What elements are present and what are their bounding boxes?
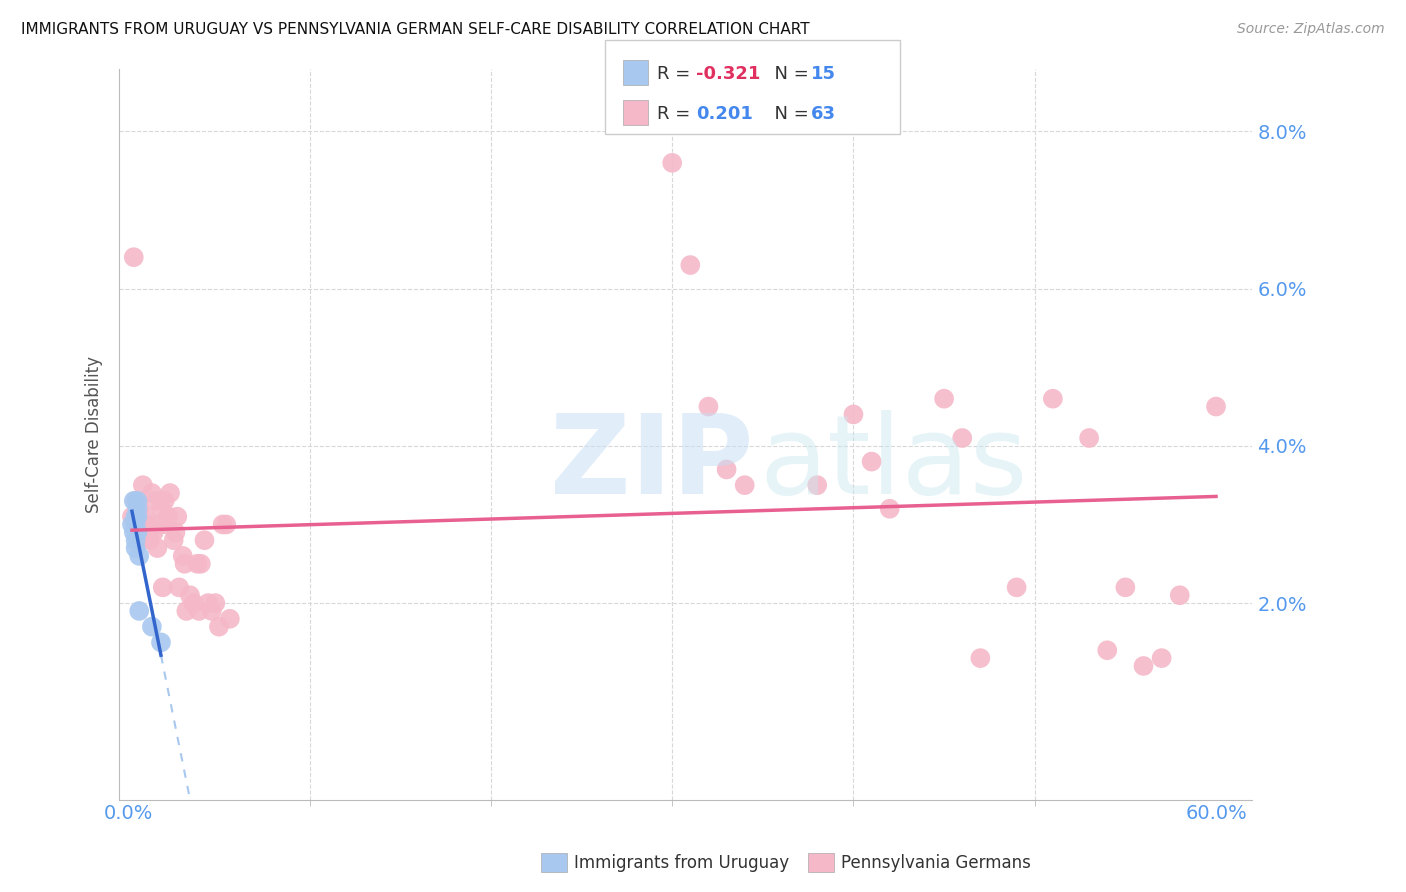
Point — [135, 525, 157, 540]
Point — [124, 509, 146, 524]
Point — [679, 258, 702, 272]
Point — [173, 557, 195, 571]
Point — [190, 557, 212, 571]
Point — [806, 478, 828, 492]
Point — [860, 454, 883, 468]
Point — [186, 557, 208, 571]
Point — [950, 431, 973, 445]
Point — [155, 517, 177, 532]
Text: 63: 63 — [811, 105, 837, 123]
Point — [149, 635, 172, 649]
Point — [127, 525, 149, 540]
Point — [218, 612, 240, 626]
Point — [1042, 392, 1064, 406]
Point — [128, 501, 150, 516]
Point — [124, 517, 146, 532]
Point — [201, 604, 224, 618]
Point — [152, 580, 174, 594]
Point — [159, 486, 181, 500]
Point — [969, 651, 991, 665]
Point — [179, 588, 201, 602]
Point — [166, 509, 188, 524]
Text: IMMIGRANTS FROM URUGUAY VS PENNSYLVANIA GERMAN SELF-CARE DISABILITY CORRELATION : IMMIGRANTS FROM URUGUAY VS PENNSYLVANIA … — [21, 22, 810, 37]
Point — [211, 517, 233, 532]
Point — [157, 509, 180, 524]
Point — [1005, 580, 1028, 594]
Point — [208, 620, 231, 634]
Point — [141, 486, 163, 500]
Point — [124, 494, 146, 508]
Point — [122, 250, 145, 264]
Point — [1097, 643, 1119, 657]
Point — [661, 156, 683, 170]
Point — [153, 494, 176, 508]
Y-axis label: Self-Care Disability: Self-Care Disability — [86, 356, 103, 513]
Text: R =: R = — [657, 65, 696, 83]
Text: Source: ZipAtlas.com: Source: ZipAtlas.com — [1237, 22, 1385, 37]
Point — [842, 408, 865, 422]
Point — [134, 509, 156, 524]
Point — [716, 462, 738, 476]
Text: ZIP: ZIP — [550, 409, 754, 516]
Point — [197, 596, 219, 610]
Point — [932, 392, 955, 406]
Point — [141, 620, 163, 634]
Point — [193, 533, 215, 548]
Point — [124, 533, 146, 548]
Point — [1078, 431, 1101, 445]
Point — [139, 533, 162, 548]
Point — [188, 604, 211, 618]
Text: Pennsylvania Germans: Pennsylvania Germans — [841, 854, 1031, 871]
Point — [142, 525, 165, 540]
Point — [176, 604, 198, 618]
Point — [215, 517, 238, 532]
Point — [128, 604, 150, 618]
Point — [122, 494, 145, 508]
Point — [129, 533, 152, 548]
Text: Immigrants from Uruguay: Immigrants from Uruguay — [574, 854, 789, 871]
Point — [128, 549, 150, 563]
Text: 15: 15 — [811, 65, 837, 83]
Point — [124, 541, 146, 555]
Point — [1150, 651, 1173, 665]
Text: N =: N = — [763, 65, 815, 83]
Text: -0.321: -0.321 — [696, 65, 761, 83]
Point — [127, 501, 149, 516]
Point — [183, 596, 205, 610]
Point — [1168, 588, 1191, 602]
Point — [146, 541, 169, 555]
Point — [734, 478, 756, 492]
Point — [121, 517, 143, 532]
Point — [127, 494, 149, 508]
Point — [172, 549, 194, 563]
Point — [879, 501, 901, 516]
Point — [148, 517, 170, 532]
Point — [1132, 659, 1154, 673]
Point — [165, 525, 187, 540]
Text: N =: N = — [763, 105, 815, 123]
Point — [149, 501, 172, 516]
Text: 0.201: 0.201 — [696, 105, 752, 123]
Point — [163, 533, 186, 548]
Point — [122, 525, 145, 540]
Point — [204, 596, 226, 610]
Point — [121, 509, 143, 524]
Point — [1114, 580, 1136, 594]
Point — [132, 478, 155, 492]
Point — [697, 400, 720, 414]
Point — [127, 517, 149, 532]
Text: R =: R = — [657, 105, 702, 123]
Point — [127, 509, 149, 524]
Point — [167, 580, 190, 594]
Point — [1205, 400, 1227, 414]
Text: atlas: atlas — [759, 409, 1028, 516]
Point — [145, 494, 167, 508]
Point — [136, 517, 159, 532]
